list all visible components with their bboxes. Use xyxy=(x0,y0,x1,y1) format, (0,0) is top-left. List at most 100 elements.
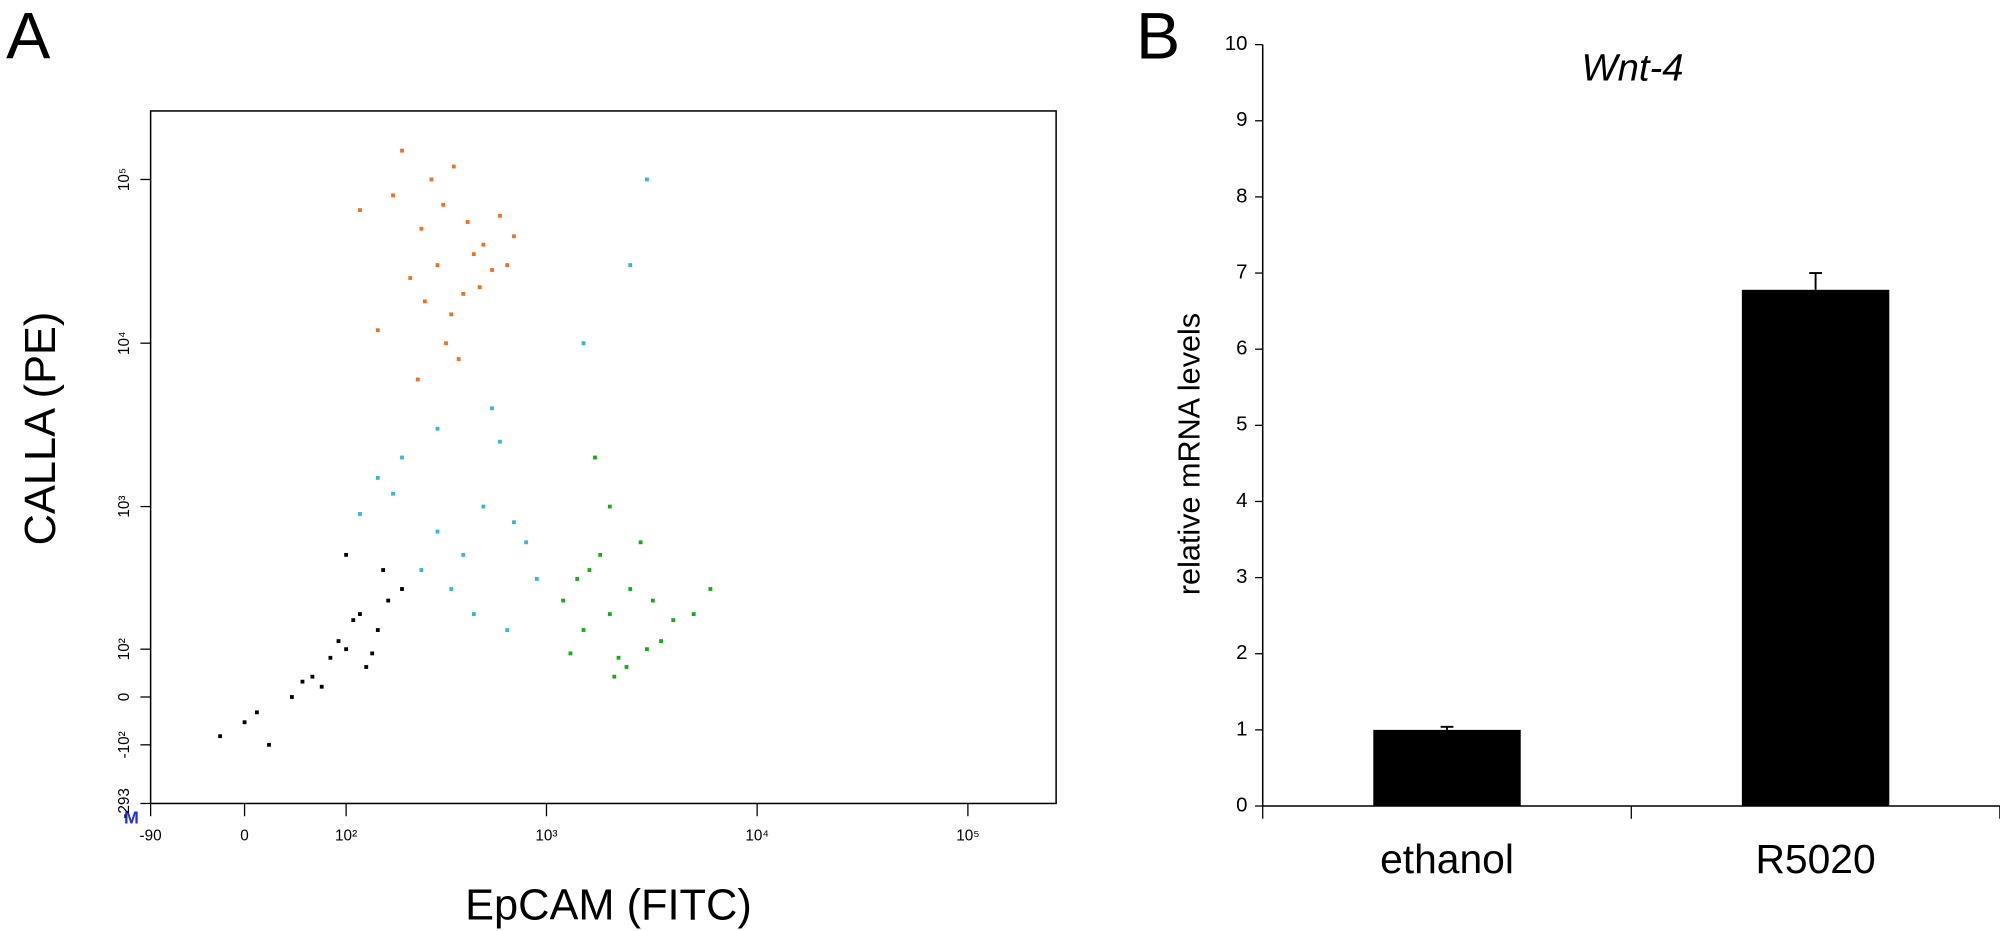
data-point xyxy=(351,618,356,623)
data-point xyxy=(645,177,649,182)
data-point xyxy=(691,612,696,616)
x-tick-label: R5020 xyxy=(1755,836,1875,882)
data-point xyxy=(444,341,448,346)
data-point xyxy=(344,647,349,652)
data-point xyxy=(400,455,404,460)
data-point xyxy=(534,577,539,581)
data-point xyxy=(391,491,395,496)
data-point xyxy=(419,568,424,572)
data-point xyxy=(708,587,713,591)
data-point xyxy=(461,552,466,557)
data-point xyxy=(628,587,633,591)
data-point xyxy=(461,291,466,296)
x-tick-label: 0 xyxy=(240,828,249,845)
data-point xyxy=(593,455,597,460)
x-axis-label: EpCAM (FITC) xyxy=(465,881,752,929)
data-point xyxy=(358,512,362,516)
data-point xyxy=(429,177,434,182)
data-point xyxy=(587,568,592,572)
data-point xyxy=(671,618,676,623)
data-point xyxy=(456,357,461,361)
data-point xyxy=(490,406,494,411)
data-point xyxy=(358,208,362,213)
x-tick-label: ethanol xyxy=(1380,836,1514,882)
data-point xyxy=(612,674,617,679)
y-axis-label: CALLA (PE) xyxy=(17,312,65,546)
data-point xyxy=(441,202,446,207)
data-point xyxy=(575,577,580,581)
data-point xyxy=(344,552,349,557)
x-tick-label: 10³ xyxy=(535,828,557,845)
data-point xyxy=(451,164,456,169)
data-point xyxy=(336,639,341,644)
data-point xyxy=(435,529,440,534)
y-tick-label: 10⁴ xyxy=(116,331,133,355)
panel-label: A xyxy=(6,0,51,73)
data-point xyxy=(391,193,395,198)
data-point xyxy=(435,426,440,431)
data-point xyxy=(581,628,586,632)
y-tick-label: -293 xyxy=(116,788,133,819)
y-tick-label: 10³ xyxy=(116,496,133,518)
y-tick-label: 6 xyxy=(1236,338,1247,360)
y-tick-label: 8 xyxy=(1236,185,1247,207)
data-point xyxy=(628,263,633,267)
data-point xyxy=(218,734,223,739)
data-point xyxy=(505,263,510,267)
data-point xyxy=(471,252,476,257)
data-point xyxy=(568,651,573,656)
bar xyxy=(1741,289,1890,807)
chart-title: Wnt-4 xyxy=(1582,46,1684,89)
data-point xyxy=(267,742,271,747)
data-point xyxy=(481,242,486,247)
data-point xyxy=(364,665,369,669)
data-point xyxy=(638,540,643,545)
data-point xyxy=(645,647,649,652)
y-tick-label: -10² xyxy=(116,731,133,758)
data-point xyxy=(524,540,529,545)
y-tick-label: 0 xyxy=(1236,794,1247,816)
data-point xyxy=(498,213,502,218)
bar xyxy=(1373,729,1521,807)
data-point xyxy=(328,655,333,660)
data-point xyxy=(471,612,476,616)
data-point xyxy=(624,665,629,669)
data-point xyxy=(419,226,424,231)
data-point xyxy=(375,628,380,632)
data-point xyxy=(477,285,482,290)
data-point xyxy=(289,695,294,699)
data-point xyxy=(512,234,516,239)
data-point xyxy=(370,651,375,656)
panel-label: B xyxy=(1136,0,1180,73)
data-point xyxy=(300,679,305,684)
y-tick-label: 0 xyxy=(116,693,133,702)
data-point xyxy=(449,587,454,591)
data-point xyxy=(435,263,440,267)
y-tick-label: 3 xyxy=(1236,566,1247,588)
x-tick-label: -90 xyxy=(140,828,162,845)
x-tick-label: 10⁵ xyxy=(956,828,979,845)
data-point xyxy=(386,598,391,603)
data-point xyxy=(310,674,315,679)
data-point xyxy=(242,720,247,725)
data-point xyxy=(581,341,586,346)
y-tick-label: 5 xyxy=(1236,414,1247,436)
data-point xyxy=(481,504,486,509)
y-axis-label: relative mRNA levels xyxy=(1172,313,1206,595)
data-point xyxy=(659,639,663,644)
data-point xyxy=(408,276,413,280)
y-tick-label: 10⁵ xyxy=(116,168,133,191)
data-point xyxy=(319,684,324,689)
data-point xyxy=(616,655,621,660)
data-point xyxy=(375,476,380,480)
data-point xyxy=(505,628,510,632)
data-point xyxy=(650,598,655,603)
data-point xyxy=(561,598,566,603)
data-point xyxy=(607,612,612,616)
data-point xyxy=(400,587,404,591)
y-tick-label: 9 xyxy=(1236,109,1247,131)
data-point xyxy=(358,612,362,616)
data-point xyxy=(375,328,380,333)
